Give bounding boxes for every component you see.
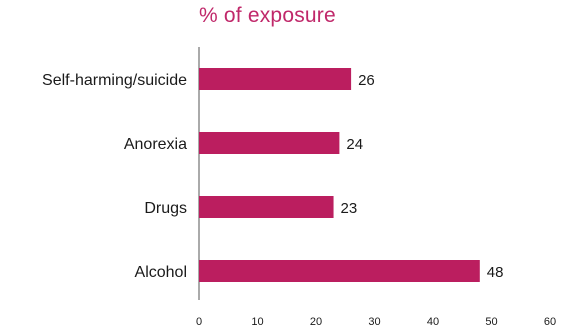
x-tick-label: 20: [310, 316, 322, 328]
category-label: Anorexia: [124, 136, 187, 153]
x-tick-label: 50: [485, 316, 497, 328]
category-label: Drugs: [144, 200, 187, 217]
data-label: 24: [346, 136, 363, 153]
x-tick-label: 40: [427, 316, 439, 328]
category-label: Self-harming/suicide: [42, 72, 187, 89]
x-tick-label: 60: [544, 316, 556, 328]
bars-layer: [199, 68, 480, 282]
bar: [199, 196, 334, 218]
x-tick-label: 0: [196, 316, 202, 328]
x-tick-label: 10: [251, 316, 263, 328]
labels-layer: Self-harming/suicide 26 Anorexia 24 Drugs 23 A…: [42, 72, 503, 281]
chart-title: % of exposure: [199, 4, 336, 27]
data-label: 48: [487, 264, 504, 281]
x-tick-label: 30: [368, 316, 380, 328]
data-label: 23: [341, 200, 358, 217]
category-label: Alcohol: [135, 264, 187, 281]
bar: [199, 260, 480, 282]
bar: [199, 132, 340, 154]
data-label: 26: [358, 72, 375, 89]
bar: [199, 68, 352, 90]
axis-layer: 0 10 20 30 40 50 60: [196, 47, 556, 328]
